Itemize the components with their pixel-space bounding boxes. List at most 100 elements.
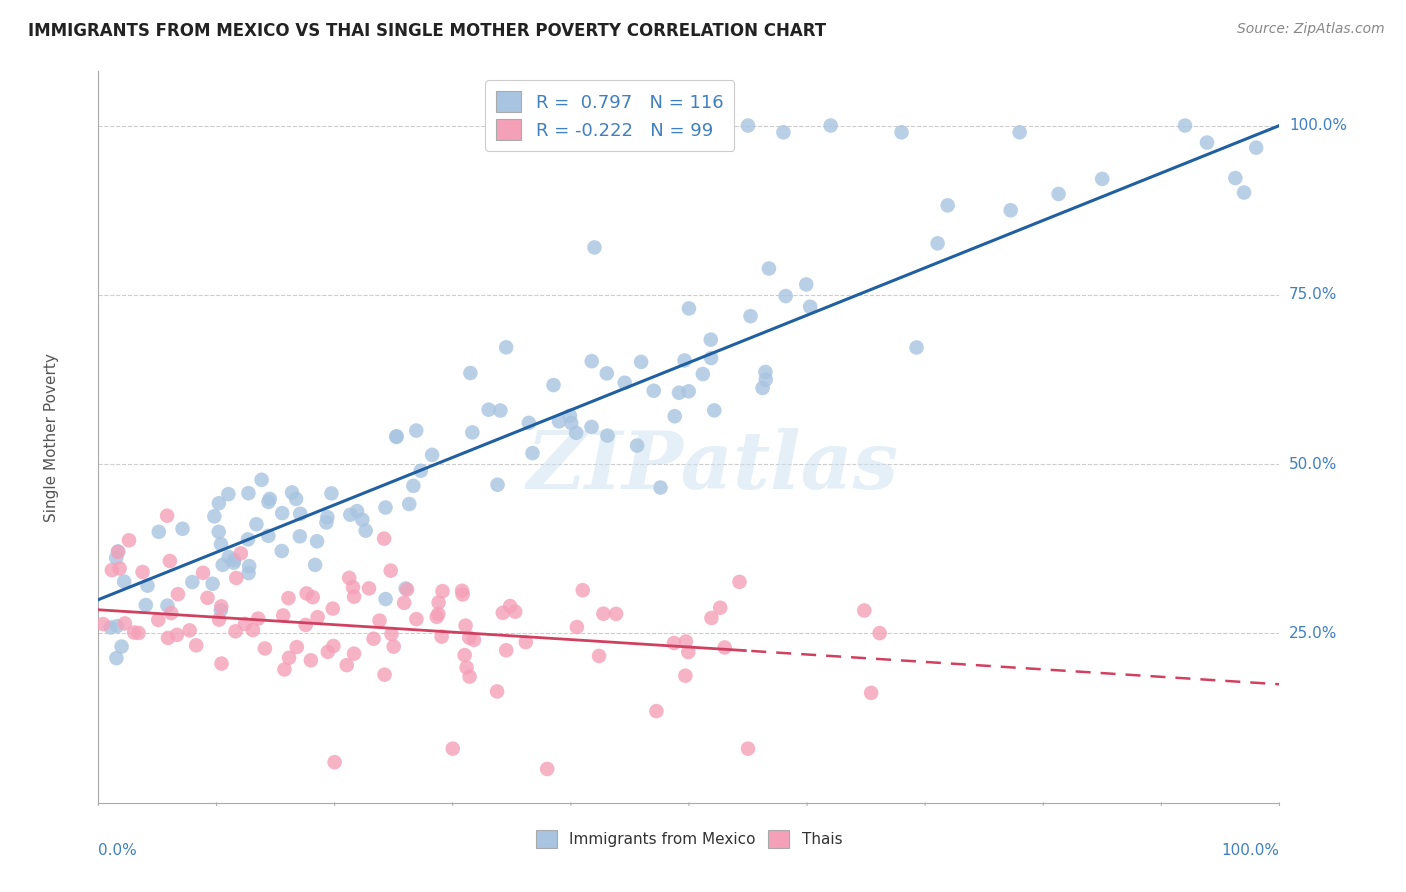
Point	[713, 640, 735, 655]
Point	[758, 261, 780, 276]
Point	[301, 590, 323, 604]
Text: 100.0%: 100.0%	[1289, 118, 1347, 133]
Point	[346, 504, 368, 518]
Point	[869, 626, 891, 640]
Point	[278, 650, 301, 665]
Point	[495, 340, 517, 354]
Point	[238, 559, 260, 574]
Point	[430, 630, 453, 644]
Point	[703, 403, 725, 417]
Point	[257, 495, 280, 509]
Point	[288, 529, 311, 543]
Text: Source: ZipAtlas.com: Source: ZipAtlas.com	[1237, 22, 1385, 37]
Point	[285, 640, 308, 654]
Point	[323, 755, 346, 769]
Point	[316, 510, 339, 524]
Point	[208, 613, 231, 627]
Point	[392, 596, 415, 610]
Point	[368, 614, 391, 628]
Point	[451, 583, 474, 598]
Point	[201, 576, 224, 591]
Point	[148, 613, 170, 627]
Point	[700, 611, 723, 625]
Point	[630, 355, 652, 369]
Point	[225, 571, 247, 585]
Point	[100, 620, 122, 634]
Point	[135, 598, 157, 612]
Point	[156, 599, 179, 613]
Point	[339, 508, 361, 522]
Point	[128, 626, 150, 640]
Point	[700, 351, 723, 365]
Point	[374, 592, 396, 607]
Point	[458, 631, 481, 645]
Point	[458, 670, 481, 684]
Point	[432, 584, 454, 599]
Point	[108, 561, 131, 575]
Point	[322, 601, 344, 615]
Point	[191, 566, 214, 580]
Point	[737, 741, 759, 756]
Point	[233, 616, 256, 631]
Point	[709, 600, 731, 615]
Point	[352, 513, 374, 527]
Point	[110, 640, 132, 654]
Point	[222, 556, 245, 570]
Point	[336, 658, 359, 673]
Point	[277, 591, 299, 606]
Point	[285, 491, 308, 506]
Point	[363, 632, 385, 646]
Point	[172, 522, 194, 536]
Point	[427, 607, 450, 621]
Point	[374, 500, 396, 515]
Point	[486, 477, 509, 491]
Point	[565, 425, 588, 440]
Point	[728, 574, 751, 589]
Point	[405, 424, 427, 438]
Point	[156, 508, 179, 523]
Point	[662, 636, 685, 650]
Point	[478, 402, 501, 417]
Point	[673, 669, 696, 683]
Point	[131, 565, 153, 579]
Point	[499, 599, 522, 613]
Point	[596, 428, 619, 442]
Point	[245, 517, 267, 532]
Point	[613, 376, 636, 390]
Point	[775, 289, 797, 303]
Point	[463, 632, 485, 647]
Point	[253, 641, 276, 656]
Point	[668, 385, 690, 400]
Point	[197, 591, 219, 605]
Point	[114, 616, 136, 631]
Point	[181, 575, 204, 590]
Point	[486, 684, 509, 698]
Point	[702, 125, 724, 139]
Point	[105, 551, 128, 566]
Point	[380, 564, 402, 578]
Point	[160, 606, 183, 620]
Point	[107, 544, 129, 558]
Point	[489, 403, 512, 417]
Point	[343, 590, 366, 604]
Point	[380, 627, 402, 641]
Point	[754, 365, 776, 379]
Point	[492, 606, 515, 620]
Point	[409, 464, 432, 478]
Point	[148, 524, 170, 539]
Point	[772, 125, 794, 139]
Point	[678, 301, 700, 316]
Point	[295, 586, 318, 600]
Point	[451, 587, 474, 601]
Point	[208, 524, 231, 539]
Point	[294, 618, 316, 632]
Point	[307, 610, 329, 624]
Point	[936, 198, 959, 212]
Point	[1091, 172, 1114, 186]
Text: IMMIGRANTS FROM MEXICO VS THAI SINGLE MOTHER POVERTY CORRELATION CHART: IMMIGRANTS FROM MEXICO VS THAI SINGLE MO…	[28, 22, 827, 40]
Point	[517, 416, 540, 430]
Point	[565, 620, 588, 634]
Point	[853, 603, 876, 617]
Point	[321, 486, 343, 500]
Point	[581, 354, 603, 368]
